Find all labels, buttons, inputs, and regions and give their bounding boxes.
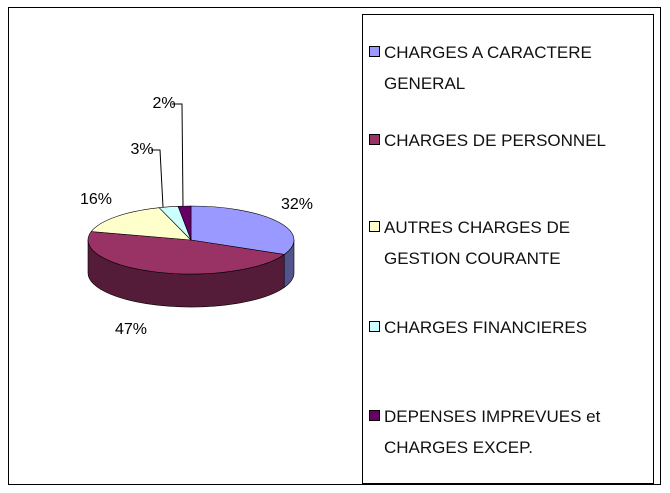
chart-frame [8, 7, 661, 485]
legend-swatch [369, 134, 380, 145]
legend-label: CHARGES DE PERSONNEL [384, 131, 606, 150]
legend-swatch [369, 46, 380, 57]
slice [190, 205, 295, 255]
slice [177, 205, 192, 241]
legend-label: CHARGES A CARACTERE GENERAL [384, 43, 592, 93]
legend-item: CHARGES A CARACTERE GENERAL [369, 37, 651, 99]
legend-swatch [369, 410, 380, 421]
pie-tops [87, 205, 295, 275]
leader-line [151, 149, 164, 208]
legend-item: DEPENSES IMPREVUES et CHARGES EXCEP. [369, 401, 651, 463]
pie-chart: 32% 47% 16% 3% 2% [80, 95, 313, 338]
legend-label: AUTRES CHARGES DE GESTION COURANTE [384, 218, 571, 268]
legend-label: CHARGES FINANCIERES [384, 318, 588, 337]
legend-item: CHARGES DE PERSONNEL [369, 125, 651, 156]
slice [87, 231, 285, 275]
legend-swatch [369, 321, 380, 332]
data-label: 32% [281, 196, 313, 213]
legend-swatch [369, 221, 380, 232]
slice [90, 207, 192, 241]
legend-item: CHARGES FINANCIERES [369, 312, 651, 343]
data-label: 47% [115, 321, 147, 338]
legend-item: AUTRES CHARGES DE GESTION COURANTE [369, 212, 651, 274]
leader-line [172, 103, 184, 207]
legend-label: DEPENSES IMPREVUES et CHARGES EXCEP. [384, 407, 601, 457]
data-label: 3% [130, 141, 153, 158]
legend: CHARGES A CARACTERE GENERAL CHARGES DE PE… [362, 14, 654, 484]
data-label: 2% [152, 95, 175, 112]
data-label: 16% [80, 191, 112, 208]
